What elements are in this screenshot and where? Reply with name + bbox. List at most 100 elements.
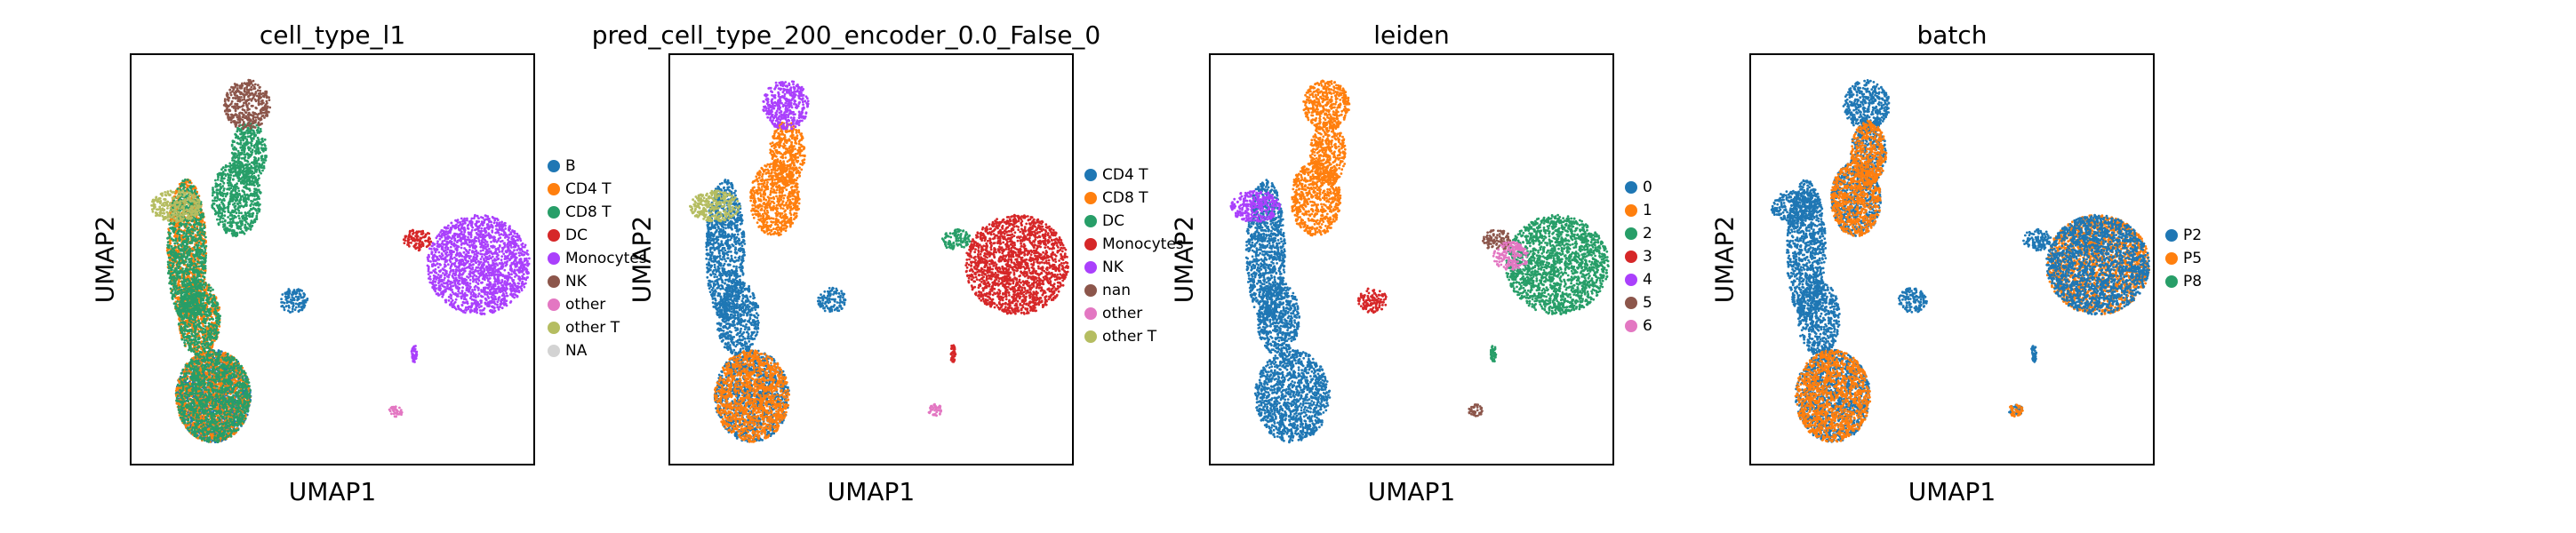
scatter-point <box>281 293 284 296</box>
scatter-point <box>234 429 236 433</box>
scatter-point <box>218 410 220 413</box>
scatter-point <box>191 364 195 368</box>
scatter-point <box>288 311 292 314</box>
scatter-point <box>205 438 209 442</box>
scatter-point <box>220 410 223 413</box>
scatter-point <box>248 393 252 395</box>
scatter-point <box>193 402 196 405</box>
scatter-point <box>185 371 188 375</box>
scatter-point <box>245 375 248 378</box>
scatter-point <box>206 359 210 362</box>
scatter-point <box>191 393 195 395</box>
scatter-point <box>212 426 216 430</box>
scatter-point <box>190 431 194 434</box>
scatter-point <box>218 389 221 392</box>
scatter-point <box>227 375 230 378</box>
scatter-point <box>227 434 230 438</box>
scatter-point <box>179 393 182 396</box>
scatter-point <box>227 425 230 428</box>
scatter-point <box>204 427 207 431</box>
scatter-point <box>221 396 224 400</box>
scatter-point <box>196 378 200 381</box>
panel-title: cell_type_l1 <box>130 18 535 53</box>
scatter-point <box>243 402 246 404</box>
scatter-point <box>209 395 212 399</box>
scatter-point <box>175 402 179 405</box>
scatter-point <box>293 291 297 295</box>
scatter-point <box>302 295 306 298</box>
scatter-svg <box>150 78 531 443</box>
scatter-point <box>213 351 217 354</box>
scatter-point <box>211 382 213 386</box>
scatter-point <box>227 421 230 425</box>
scatter-point <box>224 423 228 426</box>
scatter-point <box>244 386 246 388</box>
scatter-point <box>209 363 212 366</box>
scatter-point <box>179 401 182 404</box>
scatter-point <box>221 423 225 426</box>
scatter-point <box>189 385 192 388</box>
scatter-point <box>214 354 218 356</box>
scatter-point <box>195 359 197 362</box>
scatter-point <box>193 392 196 395</box>
scatter-point <box>223 413 227 417</box>
scatter-point <box>196 426 198 430</box>
scatter-point <box>220 414 222 418</box>
scatter-point <box>228 379 232 383</box>
scatter-point <box>172 235 176 238</box>
scatter-point <box>175 399 178 402</box>
scatter-point <box>300 306 303 309</box>
scatter-point <box>192 373 195 377</box>
scatter-point <box>219 394 222 397</box>
scatter-point <box>183 421 187 425</box>
scatter-point <box>288 306 291 309</box>
scatter-point <box>235 423 238 426</box>
scatter-point <box>213 363 217 367</box>
scatter-point <box>216 435 220 439</box>
scatter-point <box>221 437 225 441</box>
scatter-point <box>196 382 200 385</box>
scatter-point <box>206 412 210 416</box>
scatter-point <box>233 373 236 377</box>
scatter-point <box>237 363 240 367</box>
scatter-point <box>220 392 224 394</box>
scatter-point <box>230 355 234 359</box>
scatter-point <box>236 410 239 413</box>
scatter-point <box>244 378 248 381</box>
scatter-point <box>212 421 215 425</box>
scatter-point <box>217 374 220 378</box>
scatter-point <box>225 359 228 362</box>
scatter-point <box>192 377 196 380</box>
scatter-point <box>229 383 233 386</box>
scatter-point <box>195 434 198 437</box>
scatter-point <box>236 418 239 420</box>
scatter-point <box>281 301 284 304</box>
scatter-point <box>198 419 202 422</box>
scatter-point <box>220 356 224 359</box>
scatter-point <box>233 376 236 378</box>
scatter-point <box>200 425 203 428</box>
scatter-point <box>226 365 229 369</box>
scatter-point <box>202 432 204 435</box>
scatter-point <box>180 405 182 408</box>
scatter-point <box>196 419 199 423</box>
panel-cell-type-l1: cell_type_l1 UMAP2 UMAP1 B CD4 T CD8 T DC Mo… <box>0 0 647 533</box>
scatter-point <box>284 295 287 298</box>
scatter-point <box>181 368 185 371</box>
scatter-point <box>205 423 208 426</box>
scatter-point <box>226 354 229 356</box>
scatter-point <box>223 369 227 372</box>
scatter-point <box>297 289 300 292</box>
scatter-point <box>220 426 224 430</box>
scatter-plot-area <box>130 53 535 465</box>
scatter-point <box>183 411 187 415</box>
scatter-point <box>246 380 249 384</box>
scatter-point <box>223 402 227 405</box>
scatter-point <box>228 370 232 373</box>
scatter-point <box>184 383 188 386</box>
scatter-point <box>187 274 190 278</box>
scatter-point <box>211 358 213 362</box>
scatter-point <box>232 394 235 397</box>
scatter-point <box>218 426 221 430</box>
scatter-point <box>186 375 189 378</box>
